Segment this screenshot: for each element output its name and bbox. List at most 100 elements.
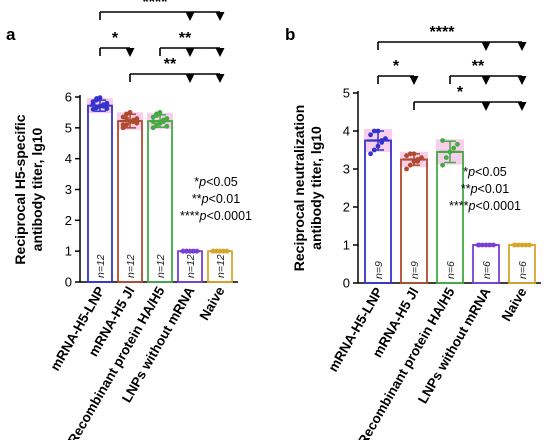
data-point <box>97 95 103 101</box>
data-point <box>411 151 417 157</box>
panel-letter: a <box>6 25 16 44</box>
p-value-legend: *p<0.05 <box>463 165 507 179</box>
y-tick-label: 0 <box>65 275 72 290</box>
y-tick-label: 5 <box>343 86 350 101</box>
significance-arrow <box>125 48 135 57</box>
significance-arrow <box>215 48 225 57</box>
n-label: n=6 <box>445 261 457 279</box>
data-point <box>104 100 110 106</box>
significance-label: ** <box>179 30 192 47</box>
significance-label: * <box>393 58 400 75</box>
data-point <box>150 125 156 131</box>
significance-arrow <box>481 102 491 111</box>
data-point <box>515 242 521 248</box>
y-axis-title: Reciprocal H5-specific antibody titer, lg… <box>12 114 45 264</box>
significance-arrow <box>185 74 195 83</box>
significance-arrow <box>517 102 527 111</box>
significance-label: * <box>457 84 464 101</box>
data-point <box>379 140 385 145</box>
data-point <box>90 101 96 107</box>
data-point <box>94 97 99 103</box>
n-label: n=9 <box>373 261 385 279</box>
data-point <box>527 242 532 248</box>
significance-arrow <box>215 12 225 21</box>
n-label: n=6 <box>481 261 493 279</box>
y-tick-label: 0 <box>343 276 350 291</box>
data-point <box>483 242 489 248</box>
y-tick-label: 2 <box>343 200 350 215</box>
significance-label: **** <box>430 24 456 41</box>
y-tick-label: 1 <box>65 244 72 259</box>
y-tick-label: 6 <box>65 90 72 105</box>
data-point <box>154 113 159 118</box>
data-point <box>375 128 381 134</box>
significance-arrow <box>185 48 195 57</box>
data-point <box>512 242 517 248</box>
data-point <box>491 242 496 248</box>
significance-label: * <box>112 30 119 47</box>
data-point <box>411 159 417 164</box>
data-point <box>368 132 373 138</box>
data-point <box>447 149 453 155</box>
data-point <box>419 155 424 161</box>
data-point <box>150 119 156 125</box>
data-point <box>101 103 106 109</box>
data-point <box>519 242 525 248</box>
data-point <box>157 110 163 115</box>
y-tick-label: 2 <box>65 213 72 228</box>
significance-label: **** <box>143 0 169 11</box>
p-value-legend: ****p<0.0001 <box>449 199 521 213</box>
data-point <box>440 162 445 168</box>
category-label: Naive <box>197 284 228 323</box>
n-label: n=12 <box>95 254 107 278</box>
y-tick-label: 4 <box>65 151 72 166</box>
data-point <box>104 106 110 112</box>
data-point <box>217 248 223 254</box>
data-point <box>383 136 388 142</box>
data-point <box>368 151 373 157</box>
data-point <box>134 120 140 126</box>
data-point <box>210 248 216 254</box>
y-tick-label: 3 <box>343 162 350 177</box>
data-point <box>120 122 126 128</box>
data-point <box>194 248 200 254</box>
y-axis-title-line: Reciprocal H5-specific <box>12 114 28 264</box>
data-point <box>184 248 189 254</box>
data-point <box>224 248 230 254</box>
y-tick-label: 4 <box>343 124 350 139</box>
y-tick-label: 5 <box>65 120 72 135</box>
n-label: n=12 <box>215 254 227 278</box>
data-point <box>404 153 409 159</box>
data-point <box>479 242 485 248</box>
data-point <box>164 123 170 129</box>
n-label: n=12 <box>155 254 167 278</box>
significance-arrow <box>481 76 491 85</box>
significance-arrow <box>517 42 527 51</box>
category-label: Naive <box>499 285 530 324</box>
data-point <box>214 248 219 254</box>
y-axis-title-line: antibody titer, lg10 <box>29 127 45 251</box>
p-value-legend: *p<0.05 <box>194 175 238 189</box>
p-value-legend: **p<0.01 <box>461 182 509 196</box>
n-label: n=12 <box>185 254 197 278</box>
data-point <box>415 157 421 162</box>
data-point <box>375 143 381 149</box>
n-label: n=6 <box>517 261 529 279</box>
y-axis-title: Reciprocal neutralization antibody titer,… <box>291 105 324 271</box>
data-point <box>180 248 186 254</box>
data-point <box>476 242 481 248</box>
data-point <box>371 128 377 134</box>
data-point <box>451 145 457 151</box>
data-point <box>404 166 409 172</box>
data-point <box>187 248 193 254</box>
panel-letter: b <box>285 25 295 44</box>
category-label: mRNA-H5-LNP <box>325 285 385 374</box>
significance-label: ** <box>472 58 485 75</box>
significance-arrow <box>409 76 419 85</box>
panel-b: b Reciprocal neutralization antibody titer… <box>285 24 541 440</box>
data-point <box>127 110 133 115</box>
significance-arrow <box>517 76 527 85</box>
p-value-legend: **p<0.01 <box>192 192 240 206</box>
data-point <box>221 248 226 254</box>
